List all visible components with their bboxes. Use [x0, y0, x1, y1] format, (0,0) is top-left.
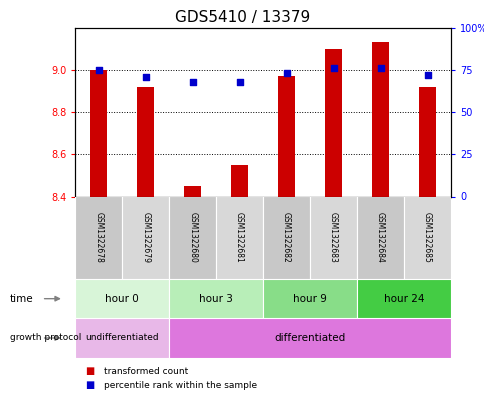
Bar	[356, 196, 403, 279]
Text: GSM1322681: GSM1322681	[235, 212, 243, 263]
Bar	[169, 279, 262, 318]
Text: GSM1322680: GSM1322680	[188, 212, 197, 263]
Bar	[184, 186, 200, 196]
Text: GSM1322685: GSM1322685	[422, 212, 431, 263]
Point	[423, 72, 431, 78]
Bar	[262, 279, 356, 318]
Text: GSM1322684: GSM1322684	[375, 212, 384, 263]
Point	[282, 70, 290, 76]
Bar	[122, 196, 169, 279]
Point	[141, 73, 149, 80]
Text: growth protocol: growth protocol	[10, 334, 81, 342]
Text: undifferentiated: undifferentiated	[85, 334, 159, 342]
Bar	[278, 76, 294, 196]
Text: hour 9: hour 9	[292, 294, 326, 304]
Text: GSM1322678: GSM1322678	[94, 212, 103, 263]
Text: GSM1322679: GSM1322679	[141, 212, 150, 263]
Bar	[216, 196, 262, 279]
Text: GSM1322683: GSM1322683	[329, 212, 337, 263]
Bar	[75, 196, 122, 279]
Text: GSM1322682: GSM1322682	[282, 212, 290, 263]
Text: differentiated: differentiated	[274, 333, 345, 343]
Bar	[325, 49, 341, 196]
Bar	[262, 196, 309, 279]
Bar	[75, 279, 169, 318]
Bar	[90, 70, 106, 196]
Point	[188, 79, 196, 85]
Bar	[231, 165, 247, 196]
Text: hour 24: hour 24	[383, 294, 424, 304]
Bar	[372, 42, 388, 196]
Text: ■: ■	[85, 366, 94, 376]
Bar	[356, 279, 450, 318]
Text: hour 3: hour 3	[199, 294, 233, 304]
Text: ■: ■	[85, 380, 94, 390]
Bar	[169, 318, 450, 358]
Point	[94, 67, 102, 73]
Text: time: time	[10, 294, 33, 304]
Text: transformed count: transformed count	[104, 367, 188, 376]
Point	[329, 65, 337, 71]
Bar	[75, 318, 169, 358]
Text: hour 0: hour 0	[105, 294, 139, 304]
Text: percentile rank within the sample: percentile rank within the sample	[104, 381, 257, 389]
Text: GDS5410 / 13379: GDS5410 / 13379	[175, 10, 309, 25]
Bar	[169, 196, 216, 279]
Bar	[309, 196, 356, 279]
Bar	[137, 87, 153, 196]
Point	[376, 65, 384, 71]
Point	[235, 79, 243, 85]
Bar	[403, 196, 450, 279]
Bar	[419, 87, 435, 196]
